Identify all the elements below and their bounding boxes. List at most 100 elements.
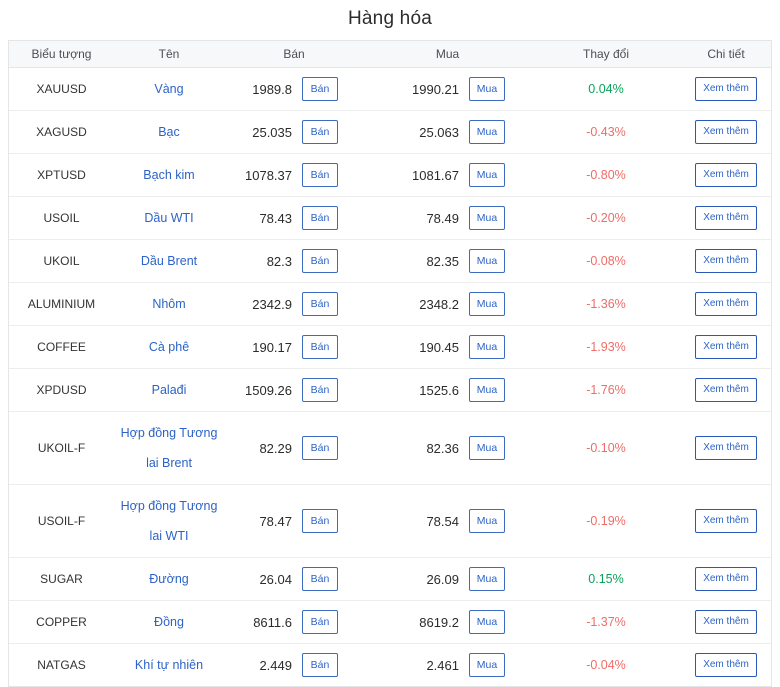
change-value: -1.93% bbox=[586, 340, 626, 354]
sell-button-cell: Bán bbox=[292, 249, 364, 273]
instrument-name-link[interactable]: Cà phê bbox=[148, 340, 190, 354]
instrument-name-link[interactable]: Nhôm bbox=[152, 297, 186, 311]
sell-button[interactable]: Bán bbox=[302, 610, 338, 634]
instrument-name-link[interactable]: Hợp đồng Tương lai WTI bbox=[120, 499, 218, 543]
buy-button-cell: Mua bbox=[459, 335, 531, 359]
details-button[interactable]: Xem thêm bbox=[695, 653, 757, 677]
details-button-cell: Xem thêm bbox=[681, 206, 771, 230]
buy-button-cell: Mua bbox=[459, 206, 531, 230]
buy-button[interactable]: Mua bbox=[469, 120, 505, 144]
details-button-cell: Xem thêm bbox=[681, 378, 771, 402]
buy-button[interactable]: Mua bbox=[469, 163, 505, 187]
buy-price: 2348.2 bbox=[419, 296, 459, 312]
details-button[interactable]: Xem thêm bbox=[695, 436, 757, 460]
table-row: COFFEE Cà phê 190.17 Bán 190.45 Mua -1.9… bbox=[9, 326, 771, 369]
change-value: -0.20% bbox=[586, 211, 626, 225]
sell-button[interactable]: Bán bbox=[302, 120, 338, 144]
buy-button-cell: Mua bbox=[459, 378, 531, 402]
buy-button[interactable]: Mua bbox=[469, 509, 505, 533]
symbol-label: NATGAS bbox=[37, 658, 86, 672]
sell-price: 2.449 bbox=[259, 657, 292, 673]
buy-price: 82.35 bbox=[426, 253, 459, 269]
sell-button-cell: Bán bbox=[292, 653, 364, 677]
buy-button[interactable]: Mua bbox=[469, 567, 505, 591]
sell-price: 82.29 bbox=[259, 440, 292, 456]
details-button-cell: Xem thêm bbox=[681, 163, 771, 187]
instrument-name-link[interactable]: Bạch kim bbox=[143, 168, 195, 182]
details-button[interactable]: Xem thêm bbox=[695, 610, 757, 634]
change-value: -1.37% bbox=[586, 615, 626, 629]
buy-button[interactable]: Mua bbox=[469, 378, 505, 402]
sell-button-cell: Bán bbox=[292, 206, 364, 230]
table-row: SUGAR Đường 26.04 Bán 26.09 Mua 0.15% Xe… bbox=[9, 558, 771, 601]
instrument-name-link[interactable]: Palađi bbox=[151, 383, 187, 397]
header-sell: Bán bbox=[283, 47, 305, 61]
buy-button-cell: Mua bbox=[459, 163, 531, 187]
instrument-name-link[interactable]: Vàng bbox=[154, 82, 184, 96]
buy-button[interactable]: Mua bbox=[469, 436, 505, 460]
sell-button-cell: Bán bbox=[292, 610, 364, 634]
buy-button[interactable]: Mua bbox=[469, 610, 505, 634]
sell-price: 1989.8 bbox=[252, 81, 292, 97]
details-button-cell: Xem thêm bbox=[681, 77, 771, 101]
details-button[interactable]: Xem thêm bbox=[695, 77, 757, 101]
sell-button[interactable]: Bán bbox=[302, 206, 338, 230]
details-button-cell: Xem thêm bbox=[681, 249, 771, 273]
details-button[interactable]: Xem thêm bbox=[695, 378, 757, 402]
page-title: Hàng hóa bbox=[347, 8, 432, 29]
change-value: -1.76% bbox=[586, 383, 626, 397]
details-button-cell: Xem thêm bbox=[681, 509, 771, 533]
details-button[interactable]: Xem thêm bbox=[695, 567, 757, 591]
buy-button[interactable]: Mua bbox=[469, 653, 505, 677]
instrument-name-link[interactable]: Hợp đồng Tương lai Brent bbox=[120, 426, 218, 470]
buy-button[interactable]: Mua bbox=[469, 206, 505, 230]
details-button-cell: Xem thêm bbox=[681, 292, 771, 316]
sell-button[interactable]: Bán bbox=[302, 436, 338, 460]
details-button[interactable]: Xem thêm bbox=[695, 249, 757, 273]
sell-button[interactable]: Bán bbox=[302, 653, 338, 677]
sell-button[interactable]: Bán bbox=[302, 378, 338, 402]
instrument-name-link[interactable]: Đồng bbox=[154, 615, 184, 629]
buy-button[interactable]: Mua bbox=[469, 292, 505, 316]
buy-button[interactable]: Mua bbox=[469, 249, 505, 273]
instrument-name-link[interactable]: Khí tự nhiên bbox=[134, 658, 204, 672]
details-button[interactable]: Xem thêm bbox=[695, 163, 757, 187]
sell-button[interactable]: Bán bbox=[302, 163, 338, 187]
details-button-cell: Xem thêm bbox=[681, 567, 771, 591]
sell-button[interactable]: Bán bbox=[302, 335, 338, 359]
sell-button[interactable]: Bán bbox=[302, 249, 338, 273]
symbol-label: XPTUSD bbox=[37, 168, 86, 182]
sell-button[interactable]: Bán bbox=[302, 509, 338, 533]
details-button-cell: Xem thêm bbox=[681, 610, 771, 634]
details-button-cell: Xem thêm bbox=[681, 436, 771, 460]
buy-button[interactable]: Mua bbox=[469, 77, 505, 101]
instrument-name-link[interactable]: Dầu WTI bbox=[144, 211, 194, 225]
details-button[interactable]: Xem thêm bbox=[695, 509, 757, 533]
sell-price: 8611.6 bbox=[253, 614, 292, 630]
table-header-row: Biểu tượng Tên Bán Mua Thay đổi Chi tiết bbox=[9, 41, 771, 68]
details-button[interactable]: Xem thêm bbox=[695, 120, 757, 144]
sell-price: 25.035 bbox=[252, 124, 292, 140]
header-symbol: Biểu tượng bbox=[31, 47, 92, 61]
buy-price: 1990.21 bbox=[412, 81, 459, 97]
table-row: NATGAS Khí tự nhiên 2.449 Bán 2.461 Mua … bbox=[9, 644, 771, 686]
instrument-name-link[interactable]: Đường bbox=[149, 572, 189, 586]
details-button[interactable]: Xem thêm bbox=[695, 206, 757, 230]
sell-button[interactable]: Bán bbox=[302, 77, 338, 101]
sell-button-cell: Bán bbox=[292, 120, 364, 144]
table-row: ALUMINIUM Nhôm 2342.9 Bán 2348.2 Mua -1.… bbox=[9, 283, 771, 326]
symbol-label: USOIL bbox=[43, 211, 80, 225]
symbol-label: XAGUSD bbox=[36, 125, 87, 139]
buy-price: 1081.67 bbox=[412, 167, 459, 183]
buy-price: 82.36 bbox=[426, 440, 459, 456]
details-button[interactable]: Xem thêm bbox=[695, 335, 757, 359]
details-button[interactable]: Xem thêm bbox=[695, 292, 757, 316]
sell-button[interactable]: Bán bbox=[302, 567, 338, 591]
instrument-name-link[interactable]: Bạc bbox=[158, 125, 180, 139]
buy-price: 26.09 bbox=[426, 571, 459, 587]
buy-button[interactable]: Mua bbox=[469, 335, 505, 359]
sell-button[interactable]: Bán bbox=[302, 292, 338, 316]
change-value: -0.04% bbox=[586, 658, 626, 672]
buy-price: 1525.6 bbox=[419, 382, 459, 398]
instrument-name-link[interactable]: Dầu Brent bbox=[140, 254, 198, 268]
